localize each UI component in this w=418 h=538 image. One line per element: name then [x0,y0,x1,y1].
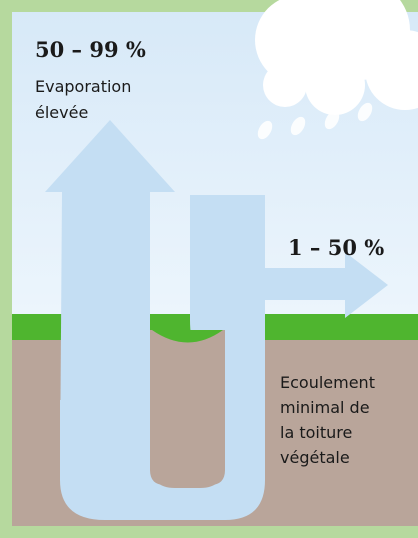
drainage-label: la toiture [280,423,352,442]
diagram: 50 – 99 % Evaporation élevée 1 – 50 % Ec… [0,0,418,538]
runoff-range: 1 – 50 % [288,235,384,260]
drainage-label: Ecoulement [280,373,375,392]
drainage-label: minimal de [280,398,370,417]
page: {"evaporation": {"range": "50 – 99 %", "… [0,0,418,538]
drainage-label: végétale [280,448,350,467]
cloud [255,0,418,115]
evaporation-range: 50 – 99 % [35,37,146,62]
evaporation-label: élevée [35,103,88,122]
evaporation-label: Evaporation [35,77,131,96]
soil-core [150,330,225,488]
